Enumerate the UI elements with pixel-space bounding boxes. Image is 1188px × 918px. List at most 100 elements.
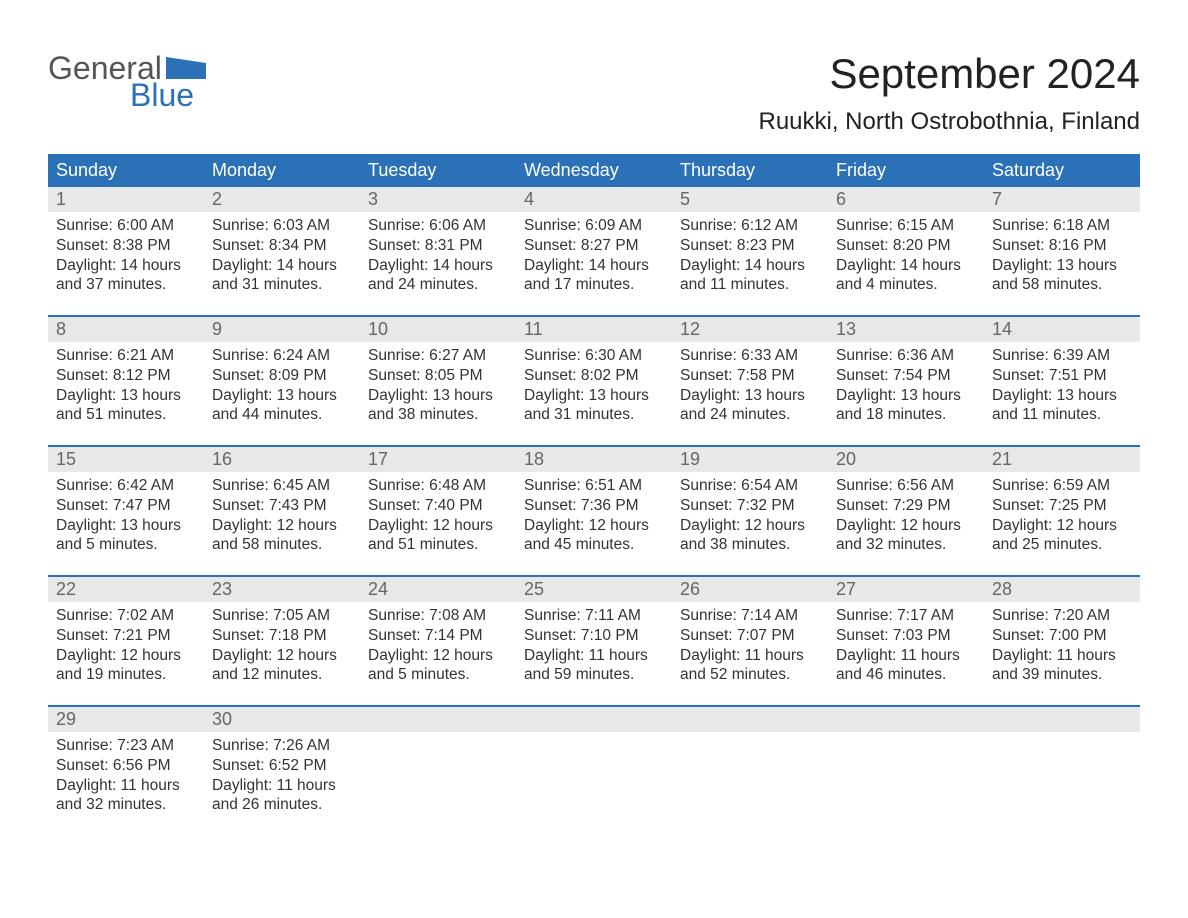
week-row: 8Sunrise: 6:21 AMSunset: 8:12 PMDaylight… — [48, 315, 1140, 445]
daylight-line1: Daylight: 12 hours — [368, 646, 508, 666]
day-cell — [516, 707, 672, 835]
day-cell: 5Sunrise: 6:12 AMSunset: 8:23 PMDaylight… — [672, 187, 828, 315]
day-number: 14 — [984, 317, 1140, 342]
day-body: Sunrise: 6:36 AMSunset: 7:54 PMDaylight:… — [828, 342, 984, 437]
daylight-line1: Daylight: 13 hours — [836, 386, 976, 406]
daylight-line2: and 38 minutes. — [680, 535, 820, 555]
daylight-line2: and 25 minutes. — [992, 535, 1132, 555]
day-number: 3 — [360, 187, 516, 212]
sunset-line: Sunset: 7:58 PM — [680, 366, 820, 386]
day-number: 17 — [360, 447, 516, 472]
daylight-line2: and 31 minutes. — [212, 275, 352, 295]
daylight-line1: Daylight: 13 hours — [212, 386, 352, 406]
daylight-line2: and 5 minutes. — [56, 535, 196, 555]
daylight-line2: and 38 minutes. — [368, 405, 508, 425]
daylight-line2: and 58 minutes. — [992, 275, 1132, 295]
daylight-line1: Daylight: 14 hours — [680, 256, 820, 276]
day-cell: 11Sunrise: 6:30 AMSunset: 8:02 PMDayligh… — [516, 317, 672, 445]
day-cell: 23Sunrise: 7:05 AMSunset: 7:18 PMDayligh… — [204, 577, 360, 705]
month-title: September 2024 — [758, 50, 1140, 98]
sunset-line: Sunset: 8:38 PM — [56, 236, 196, 256]
day-header: Tuesday — [360, 154, 516, 187]
sunset-line: Sunset: 7:51 PM — [992, 366, 1132, 386]
day-body: Sunrise: 6:09 AMSunset: 8:27 PMDaylight:… — [516, 212, 672, 307]
sunrise-line: Sunrise: 6:15 AM — [836, 216, 976, 236]
week-row: 15Sunrise: 6:42 AMSunset: 7:47 PMDayligh… — [48, 445, 1140, 575]
sunset-line: Sunset: 8:05 PM — [368, 366, 508, 386]
day-cell: 3Sunrise: 6:06 AMSunset: 8:31 PMDaylight… — [360, 187, 516, 315]
sunrise-line: Sunrise: 6:54 AM — [680, 476, 820, 496]
day-number: 28 — [984, 577, 1140, 602]
day-body: Sunrise: 6:51 AMSunset: 7:36 PMDaylight:… — [516, 472, 672, 567]
day-body: Sunrise: 6:24 AMSunset: 8:09 PMDaylight:… — [204, 342, 360, 437]
daylight-line2: and 11 minutes. — [680, 275, 820, 295]
sunrise-line: Sunrise: 6:48 AM — [368, 476, 508, 496]
daylight-line2: and 19 minutes. — [56, 665, 196, 685]
day-cell: 9Sunrise: 6:24 AMSunset: 8:09 PMDaylight… — [204, 317, 360, 445]
sunrise-line: Sunrise: 6:00 AM — [56, 216, 196, 236]
location: Ruukki, North Ostrobothnia, Finland — [758, 108, 1140, 136]
day-body: Sunrise: 6:59 AMSunset: 7:25 PMDaylight:… — [984, 472, 1140, 567]
day-cell: 1Sunrise: 6:00 AMSunset: 8:38 PMDaylight… — [48, 187, 204, 315]
daylight-line1: Daylight: 14 hours — [212, 256, 352, 276]
sunrise-line: Sunrise: 6:39 AM — [992, 346, 1132, 366]
day-cell: 6Sunrise: 6:15 AMSunset: 8:20 PMDaylight… — [828, 187, 984, 315]
day-cell: 18Sunrise: 6:51 AMSunset: 7:36 PMDayligh… — [516, 447, 672, 575]
daylight-line1: Daylight: 13 hours — [992, 256, 1132, 276]
day-number: 8 — [48, 317, 204, 342]
day-number: 23 — [204, 577, 360, 602]
day-number: 21 — [984, 447, 1140, 472]
day-body: Sunrise: 6:56 AMSunset: 7:29 PMDaylight:… — [828, 472, 984, 567]
day-cell: 25Sunrise: 7:11 AMSunset: 7:10 PMDayligh… — [516, 577, 672, 705]
daylight-line2: and 12 minutes. — [212, 665, 352, 685]
sunset-line: Sunset: 7:14 PM — [368, 626, 508, 646]
daylight-line1: Daylight: 14 hours — [56, 256, 196, 276]
day-cell: 16Sunrise: 6:45 AMSunset: 7:43 PMDayligh… — [204, 447, 360, 575]
sunset-line: Sunset: 6:56 PM — [56, 756, 196, 776]
header: General Blue September 2024 Ruukki, Nort… — [48, 50, 1140, 136]
sunset-line: Sunset: 7:43 PM — [212, 496, 352, 516]
day-cell: 14Sunrise: 6:39 AMSunset: 7:51 PMDayligh… — [984, 317, 1140, 445]
day-cell: 30Sunrise: 7:26 AMSunset: 6:52 PMDayligh… — [204, 707, 360, 835]
day-body: Sunrise: 6:12 AMSunset: 8:23 PMDaylight:… — [672, 212, 828, 307]
day-number: 1 — [48, 187, 204, 212]
sunset-line: Sunset: 8:31 PM — [368, 236, 508, 256]
day-body: Sunrise: 6:33 AMSunset: 7:58 PMDaylight:… — [672, 342, 828, 437]
daylight-line2: and 46 minutes. — [836, 665, 976, 685]
day-number-empty — [984, 707, 1140, 732]
day-cell: 12Sunrise: 6:33 AMSunset: 7:58 PMDayligh… — [672, 317, 828, 445]
day-number: 12 — [672, 317, 828, 342]
sunrise-line: Sunrise: 7:02 AM — [56, 606, 196, 626]
sunset-line: Sunset: 7:54 PM — [836, 366, 976, 386]
sunset-line: Sunset: 7:29 PM — [836, 496, 976, 516]
day-body: Sunrise: 7:08 AMSunset: 7:14 PMDaylight:… — [360, 602, 516, 697]
day-cell: 15Sunrise: 6:42 AMSunset: 7:47 PMDayligh… — [48, 447, 204, 575]
sunset-line: Sunset: 7:07 PM — [680, 626, 820, 646]
day-number-empty — [672, 707, 828, 732]
daylight-line2: and 58 minutes. — [212, 535, 352, 555]
day-body: Sunrise: 6:45 AMSunset: 7:43 PMDaylight:… — [204, 472, 360, 567]
sunset-line: Sunset: 8:02 PM — [524, 366, 664, 386]
sunrise-line: Sunrise: 6:36 AM — [836, 346, 976, 366]
calendar: SundayMondayTuesdayWednesdayThursdayFrid… — [48, 154, 1140, 835]
daylight-line2: and 52 minutes. — [680, 665, 820, 685]
weeks-container: 1Sunrise: 6:00 AMSunset: 8:38 PMDaylight… — [48, 187, 1140, 835]
daylight-line2: and 24 minutes. — [368, 275, 508, 295]
daylight-line2: and 37 minutes. — [56, 275, 196, 295]
day-number: 29 — [48, 707, 204, 732]
day-body: Sunrise: 6:00 AMSunset: 8:38 PMDaylight:… — [48, 212, 204, 307]
day-number: 16 — [204, 447, 360, 472]
daylight-line1: Daylight: 13 hours — [524, 386, 664, 406]
daylight-line1: Daylight: 11 hours — [680, 646, 820, 666]
sunrise-line: Sunrise: 6:45 AM — [212, 476, 352, 496]
day-number: 24 — [360, 577, 516, 602]
day-body: Sunrise: 7:11 AMSunset: 7:10 PMDaylight:… — [516, 602, 672, 697]
day-cell: 19Sunrise: 6:54 AMSunset: 7:32 PMDayligh… — [672, 447, 828, 575]
daylight-line1: Daylight: 12 hours — [992, 516, 1132, 536]
week-row: 29Sunrise: 7:23 AMSunset: 6:56 PMDayligh… — [48, 705, 1140, 835]
sunrise-line: Sunrise: 6:06 AM — [368, 216, 508, 236]
day-cell: 27Sunrise: 7:17 AMSunset: 7:03 PMDayligh… — [828, 577, 984, 705]
day-body: Sunrise: 6:03 AMSunset: 8:34 PMDaylight:… — [204, 212, 360, 307]
sunset-line: Sunset: 7:10 PM — [524, 626, 664, 646]
day-cell: 2Sunrise: 6:03 AMSunset: 8:34 PMDaylight… — [204, 187, 360, 315]
